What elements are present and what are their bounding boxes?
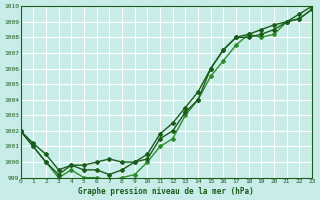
X-axis label: Graphe pression niveau de la mer (hPa): Graphe pression niveau de la mer (hPa) — [78, 187, 254, 196]
